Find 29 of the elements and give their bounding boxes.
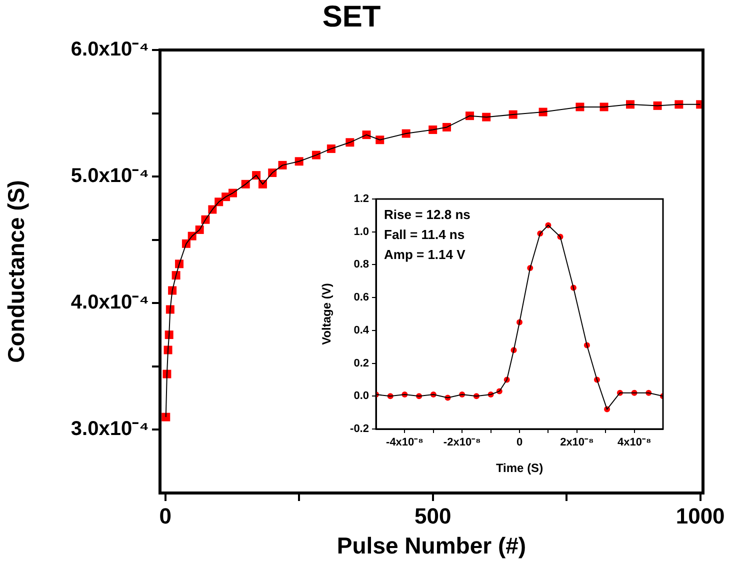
y-tick-label: 5.0x10⁻⁴	[70, 165, 149, 188]
y-tick-label: 0.0	[354, 390, 369, 402]
y-tick-label: 6.0x10⁻⁴	[70, 38, 149, 61]
x-tick-label: 0	[516, 436, 523, 449]
x-tick-label: 1000	[676, 503, 725, 528]
x-tick-label: 0	[159, 503, 172, 528]
y-axis-title: Voltage (V)	[320, 283, 334, 345]
y-tick-label: 1.2	[354, 193, 369, 206]
y-tick-label: 1.0	[354, 226, 369, 238]
y-tick-label: 4.0x10⁻⁴	[70, 292, 149, 314]
x-tick-label: 2x10⁻⁸	[560, 436, 594, 449]
y-tick-label: 0.2	[354, 357, 369, 370]
y-tick-label: 0.4	[354, 324, 370, 336]
y-axis-title: Conductance (S)	[3, 180, 30, 363]
x-tick-label: 500	[414, 503, 452, 528]
x-tick-label: -2x10⁻⁸	[443, 436, 481, 449]
chart-title: SET	[322, 0, 381, 34]
x-tick-label: 4x10⁻⁸	[617, 436, 652, 449]
y-tick-label: 0.8	[354, 258, 369, 271]
annotation: Amp = 1.14 V	[384, 247, 466, 262]
x-tick-label: -4x10⁻⁸	[386, 436, 424, 449]
x-axis-title: Pulse Number (#)	[336, 532, 526, 559]
annotation: Fall = 11.4 ns	[384, 227, 465, 242]
x-axis-title: Time (S)	[496, 461, 544, 476]
point	[162, 412, 170, 422]
y-tick-label: -0.2	[350, 423, 369, 436]
annotation: Rise = 12.8 ns	[384, 207, 470, 222]
y-tick-label: 0.6	[354, 292, 369, 304]
y-tick-label: 3.0x10⁻⁴	[70, 418, 149, 440]
